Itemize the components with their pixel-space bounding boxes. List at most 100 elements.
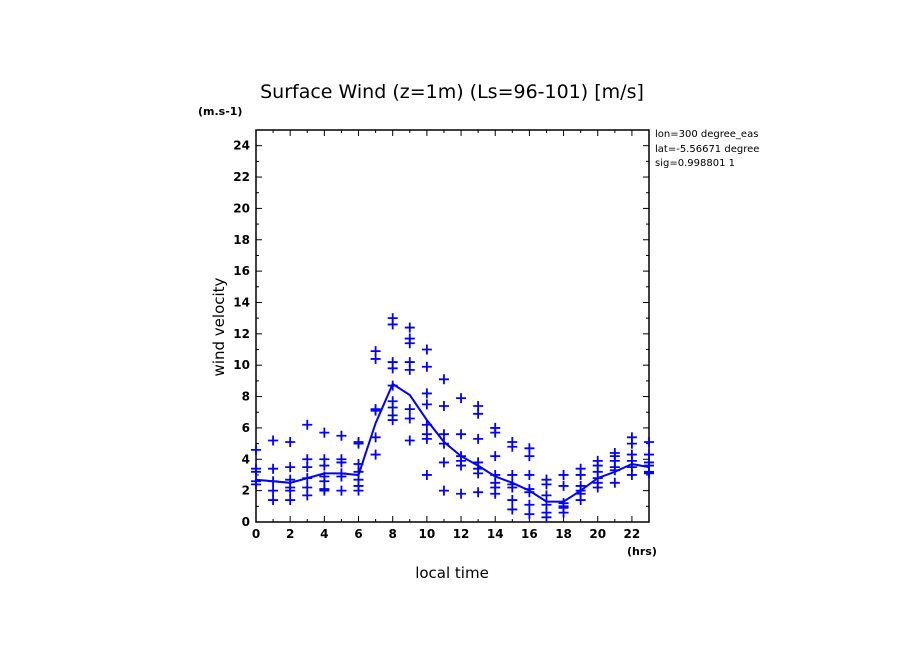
x-tick-label: 12 — [453, 527, 470, 541]
data-point — [421, 344, 432, 355]
data-point — [575, 495, 586, 506]
data-point — [370, 432, 381, 443]
y-tick-label: 12 — [233, 327, 250, 341]
data-point — [507, 441, 518, 452]
data-point — [644, 468, 654, 479]
data-point — [319, 427, 330, 438]
data-point — [285, 437, 296, 448]
data-point — [438, 485, 449, 496]
data-point — [490, 451, 501, 462]
mean-line-group — [255, 382, 650, 503]
data-point — [507, 495, 518, 506]
x-tick-label: 16 — [521, 527, 538, 541]
data-point — [541, 512, 552, 523]
data-point — [302, 419, 313, 430]
data-point — [421, 433, 432, 444]
y-tick-label: 18 — [233, 233, 250, 247]
data-point — [302, 490, 313, 501]
y-tick-label: 14 — [233, 295, 250, 309]
data-point — [421, 469, 432, 480]
data-point — [507, 469, 518, 480]
x-tick-label: 2 — [286, 527, 294, 541]
data-point — [370, 353, 381, 364]
data-point — [473, 408, 484, 419]
x-tick-label: 10 — [419, 527, 436, 541]
data-point — [438, 374, 449, 385]
data-point — [319, 485, 330, 496]
data-point — [490, 427, 501, 438]
data-point — [456, 393, 467, 404]
y-tick-label: 2 — [242, 484, 250, 498]
data-point — [387, 415, 398, 426]
x-tick-label: 14 — [487, 527, 504, 541]
data-point — [558, 469, 569, 480]
data-point — [251, 466, 261, 477]
x-units-label: (hrs) — [627, 545, 657, 558]
data-point — [524, 509, 535, 520]
data-point — [644, 437, 654, 448]
y-tick-label: 10 — [233, 358, 250, 372]
data-point — [473, 433, 484, 444]
y-tick-label: 22 — [233, 170, 250, 184]
x-tick-label: 0 — [252, 527, 260, 541]
y-tick-label: 16 — [233, 264, 250, 278]
chart-title: Surface Wind (z=1m) (Ls=96-101) [m/s] — [260, 81, 644, 103]
x-tick-label: 8 — [389, 527, 397, 541]
scatter-points — [251, 313, 654, 523]
data-point — [353, 438, 364, 449]
data-point — [473, 468, 484, 479]
data-point — [336, 457, 347, 468]
data-point — [370, 449, 381, 460]
data-point — [387, 319, 398, 330]
data-point — [524, 499, 535, 510]
data-point — [353, 485, 364, 496]
data-point — [626, 469, 637, 480]
data-point — [251, 444, 261, 455]
y-tick-label: 6 — [242, 421, 250, 435]
data-point — [268, 485, 279, 496]
data-point — [336, 430, 347, 441]
data-point — [456, 429, 467, 440]
data-point — [302, 462, 313, 473]
data-point — [592, 482, 603, 493]
data-point — [626, 438, 637, 449]
data-point — [541, 490, 552, 501]
data-point — [541, 479, 552, 490]
data-point — [524, 469, 535, 480]
x-tick-label: 20 — [589, 527, 606, 541]
data-point — [456, 488, 467, 499]
plot-frame — [255, 129, 650, 523]
data-point — [370, 405, 381, 416]
data-point — [268, 495, 279, 506]
data-point — [421, 399, 432, 410]
annotation-lat: lat=-5.56671 degree — [655, 144, 759, 155]
data-point — [507, 482, 518, 493]
annotation-lon: lon=300 degree_eas — [655, 129, 758, 140]
data-point — [404, 404, 415, 415]
y-tick-label: 4 — [242, 452, 250, 466]
data-point — [336, 485, 347, 496]
data-point — [507, 504, 518, 515]
data-point — [438, 457, 449, 468]
x-tick-label: 22 — [624, 527, 641, 541]
data-point — [438, 400, 449, 411]
annotation-sig: sig=0.998801 1 — [655, 158, 735, 169]
y-tick-label: 24 — [233, 139, 250, 153]
data-point — [319, 460, 330, 471]
x-tick-label: 6 — [354, 527, 362, 541]
data-point — [387, 363, 398, 374]
y-axis-label: wind velocity — [210, 277, 228, 376]
data-point — [558, 507, 569, 518]
y-tick-label: 20 — [233, 201, 250, 215]
data-point — [421, 388, 432, 399]
y-tick-label: 0 — [242, 515, 250, 529]
data-point — [404, 364, 415, 375]
data-point — [438, 429, 449, 440]
data-point — [575, 469, 586, 480]
data-point — [524, 451, 535, 462]
data-point — [285, 462, 296, 473]
data-point — [404, 413, 415, 424]
data-point — [268, 435, 279, 446]
